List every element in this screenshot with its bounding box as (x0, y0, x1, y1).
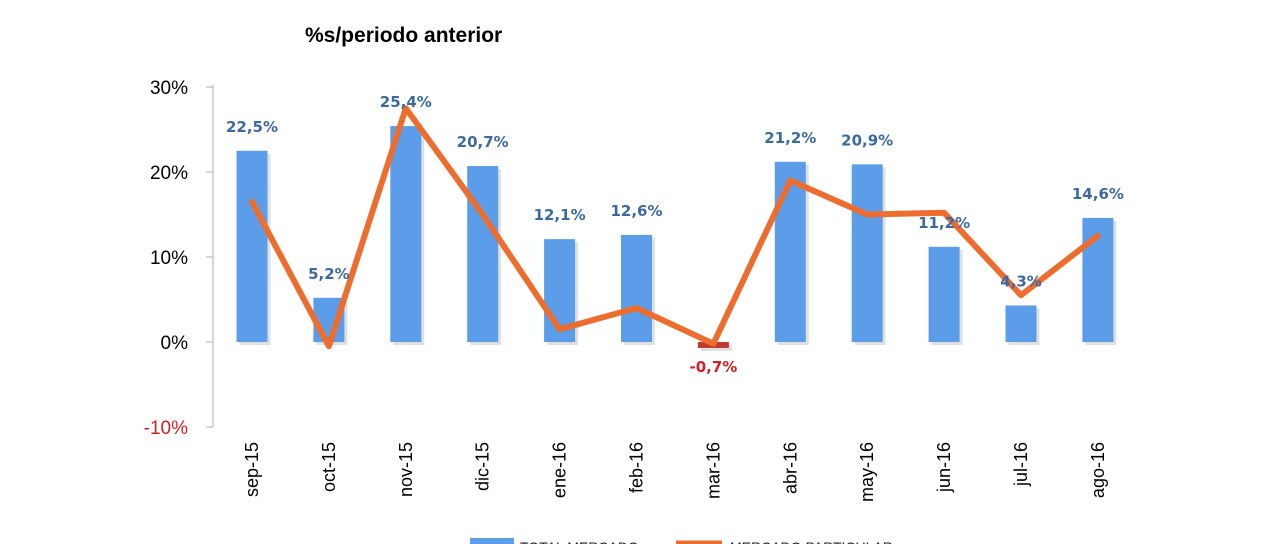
x-tick-label: ene-16 (550, 442, 570, 498)
data-label: 14,6% (1072, 185, 1124, 203)
x-tick-label: nov-15 (396, 442, 416, 497)
bar (851, 164, 883, 342)
bar (621, 234, 652, 342)
data-label: -0,7% (689, 358, 737, 376)
x-tick-label: ago-16 (1088, 442, 1108, 498)
x-tick-label: mar-16 (703, 442, 723, 499)
x-tick-label: jul-16 (1011, 442, 1031, 487)
y-tick-label: 30% (150, 78, 188, 99)
chart-title: %s/periodo anterior (305, 24, 503, 47)
x-tick-label: oct-15 (319, 442, 339, 492)
line-series (249, 105, 1101, 350)
bar-shadow (700, 345, 732, 351)
bar (928, 246, 960, 342)
legend-swatch-bars (470, 538, 514, 544)
data-label: 21,2% (764, 129, 816, 147)
y-tick-label: 20% (150, 163, 188, 184)
y-tick-label: -10% (144, 418, 188, 439)
bar (1005, 305, 1037, 342)
data-label: 5,2% (308, 265, 350, 283)
bar (467, 166, 499, 342)
data-label: 4,3% (1000, 272, 1042, 290)
data-label: 20,7% (457, 133, 509, 151)
x-tick-label: sep-15 (242, 442, 262, 497)
x-tick-label: may-16 (857, 442, 877, 502)
bar (774, 161, 806, 342)
data-label: 22,5% (226, 118, 278, 136)
y-tick-label: 0% (161, 333, 189, 354)
data-label: 12,1% (534, 206, 586, 224)
bar (390, 126, 422, 342)
x-tick-label: abr-16 (780, 442, 800, 494)
data-label: 25,4% (380, 93, 432, 111)
bar (236, 150, 268, 342)
data-label: 20,9% (841, 131, 893, 149)
data-label: 12,6% (610, 202, 662, 220)
y-tick-label: 10% (150, 248, 188, 269)
x-tick-label: feb-16 (627, 442, 647, 493)
legend-label-line: MERCADO PARTICULAR (730, 539, 893, 544)
x-tick-label: jun-16 (934, 442, 954, 493)
x-tick-label: dic-15 (473, 442, 493, 491)
legend-label-bars: TOTAL MERCADO (520, 539, 639, 544)
data-label: 11,2% (918, 214, 970, 232)
